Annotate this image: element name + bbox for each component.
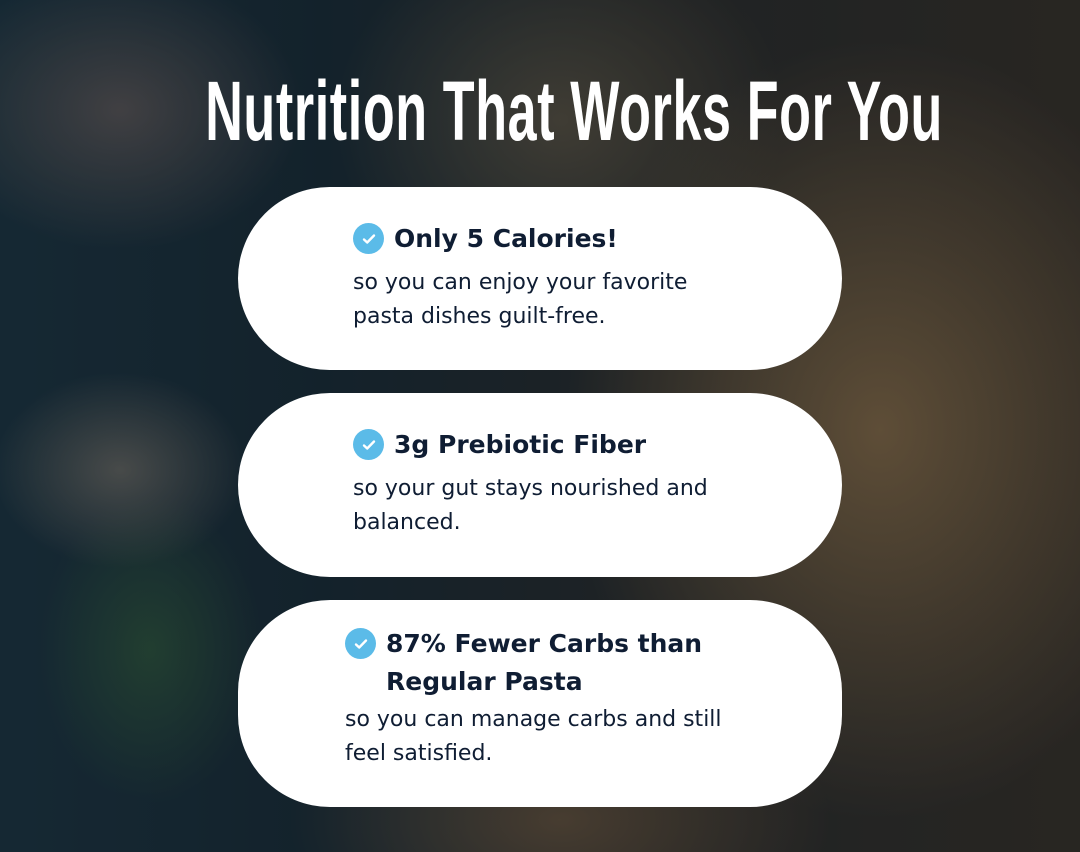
check-circle-icon bbox=[353, 223, 384, 254]
feature-description: so your gut stays nourished and balanced… bbox=[353, 476, 708, 535]
feature-heading: Only 5 Calories! bbox=[394, 224, 618, 253]
feature-card-calories: Only 5 Calories! so you can enjoy your f… bbox=[238, 187, 842, 370]
check-circle-icon bbox=[353, 429, 384, 460]
feature-description: so you can enjoy your favorite pasta dis… bbox=[353, 270, 688, 329]
feature-card-fiber: 3g Prebiotic Fiber so your gut stays nou… bbox=[238, 393, 842, 577]
feature-description: so you can manage carbs and still feel s… bbox=[345, 707, 722, 766]
feature-heading: 87% Fewer Carbs than Regular Pasta bbox=[386, 629, 703, 696]
feature-heading: 3g Prebiotic Fiber bbox=[394, 430, 647, 459]
page-title: Nutrition That Works For You bbox=[205, 64, 943, 158]
check-circle-icon bbox=[345, 628, 376, 659]
feature-card-carbs: 87% Fewer Carbs than Regular Pasta so yo… bbox=[238, 600, 842, 807]
